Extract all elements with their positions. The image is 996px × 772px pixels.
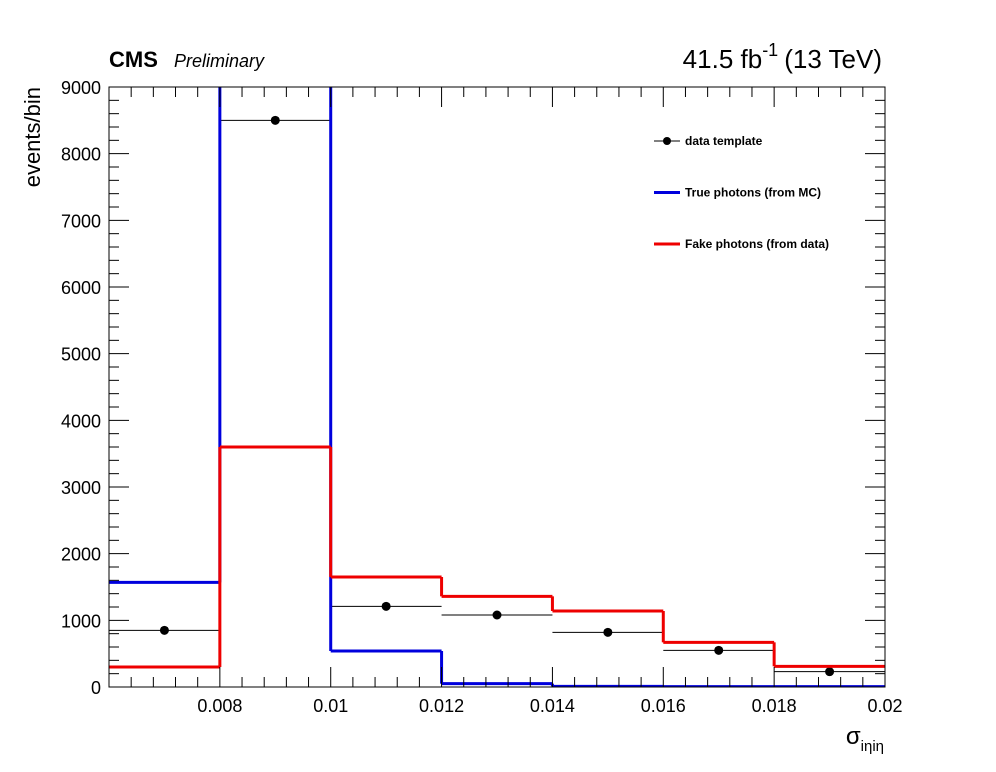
y-tick-label: 1000	[61, 611, 101, 631]
x-tick-label: 0.014	[530, 696, 575, 716]
plot-area	[109, 87, 885, 687]
x-tick-label: 0.016	[641, 696, 686, 716]
y-tick-label: 7000	[61, 211, 101, 231]
data-point	[159, 625, 169, 635]
x-label-subscript: iηiη	[861, 738, 884, 755]
data-point	[825, 667, 835, 677]
energy-text: (13 TeV)	[784, 44, 882, 74]
legend-label: data template	[685, 134, 763, 148]
x-tick-label: 0.02	[867, 696, 902, 716]
y-tick-label: 9000	[61, 78, 101, 98]
legend-label: Fake photons (from data)	[685, 237, 829, 251]
y-tick-label: 8000	[61, 145, 101, 165]
lumi-text: 41.5 fb	[683, 44, 763, 74]
cms-label: CMS	[109, 47, 158, 72]
data-point	[270, 115, 280, 125]
data-point	[381, 601, 391, 611]
x-axis-label: σiηiη	[846, 723, 884, 755]
x-tick-label: 0.012	[419, 696, 464, 716]
data-point	[714, 645, 724, 655]
lumi-label: 41.5 fb-1 (13 TeV)	[683, 40, 882, 74]
x-tick-label: 0.01	[313, 696, 348, 716]
x-tick-label: 0.018	[752, 696, 797, 716]
y-tick-label: 4000	[61, 411, 101, 431]
y-axis-label: events/bin	[20, 87, 45, 187]
data-point	[492, 610, 502, 620]
y-tick-label: 0	[91, 678, 101, 698]
y-tick-label: 3000	[61, 478, 101, 498]
y-tick-label: 2000	[61, 545, 101, 565]
legend-marker	[663, 137, 671, 145]
legend-label: True photons (from MC)	[685, 186, 821, 200]
data-point	[603, 627, 613, 637]
cms-extra: Preliminary	[174, 51, 265, 71]
x-tick-label: 0.008	[197, 696, 242, 716]
plot-frame	[108, 86, 886, 688]
x-label-symbol: σ	[846, 723, 861, 750]
y-tick-label: 5000	[61, 345, 101, 365]
lumi-exponent: -1	[762, 40, 778, 60]
y-tick-label: 6000	[61, 278, 101, 298]
